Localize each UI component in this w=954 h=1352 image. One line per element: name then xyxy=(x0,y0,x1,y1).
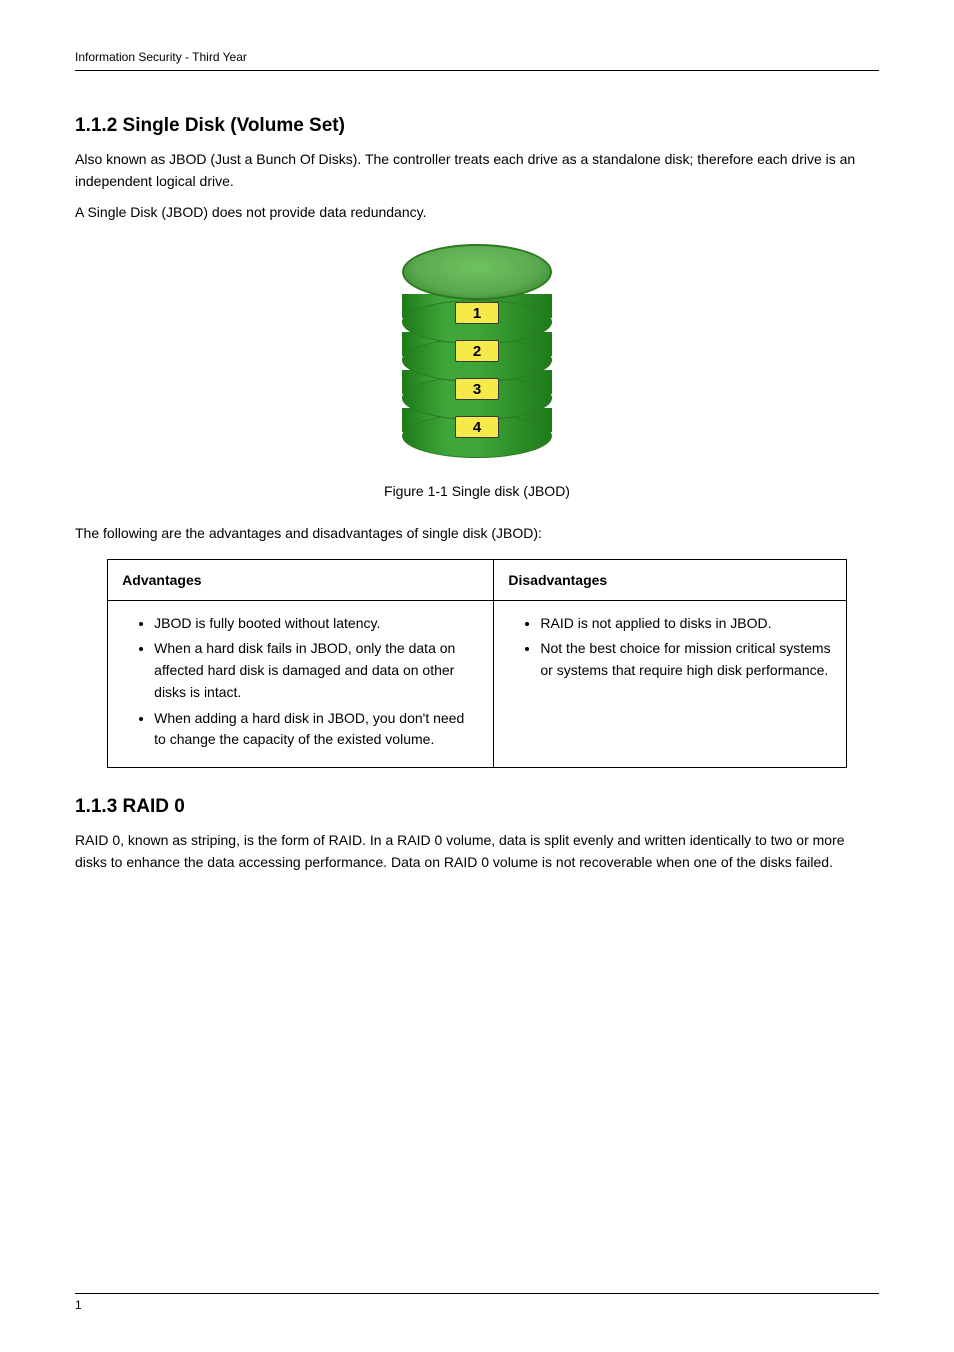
advantage-item: When a hard disk fails in JBOD, only the… xyxy=(154,638,479,703)
advantages-cell: JBOD is fully booted without latency. Whe… xyxy=(108,600,494,767)
disk-top-cap xyxy=(402,244,552,300)
table-row: JBOD is fully booted without latency. Whe… xyxy=(108,600,847,767)
header-divider xyxy=(75,70,879,71)
page-number: 1 xyxy=(75,1298,82,1312)
disadvantage-item: RAID is not applied to disks in JBOD. xyxy=(540,613,831,635)
table-head-disadvantages: Disadvantages xyxy=(494,559,846,600)
disadvantages-cell: RAID is not applied to disks in JBOD. Not… xyxy=(494,600,846,767)
disk-number-label: 4 xyxy=(455,416,499,438)
jbod-para-2: A Single Disk (JBOD) does not provide da… xyxy=(75,202,879,224)
table-head-advantages: Advantages xyxy=(108,559,494,600)
page-content: 1.1.2 Single Disk (Volume Set) Also know… xyxy=(75,101,879,1283)
advantage-item: JBOD is fully booted without latency. xyxy=(154,613,479,635)
raid0-para: RAID 0, known as striping, is the form o… xyxy=(75,830,879,873)
pros-cons-table: Advantages Disadvantages JBOD is fully b… xyxy=(107,559,847,768)
disk-number-label: 2 xyxy=(455,340,499,362)
pros-cons-intro: The following are the advantages and dis… xyxy=(75,523,879,545)
section-heading-jbod: 1.1.2 Single Disk (Volume Set) xyxy=(75,115,879,137)
disk-number-label: 3 xyxy=(455,378,499,400)
figure-caption: Figure 1-1 Single disk (JBOD) xyxy=(75,483,879,499)
disadvantage-item: Not the best choice for mission critical… xyxy=(540,638,831,681)
jbod-para-1: Also known as JBOD (Just a Bunch Of Disk… xyxy=(75,149,879,192)
advantage-item: When adding a hard disk in JBOD, you don… xyxy=(154,708,479,751)
disk-number-label: 1 xyxy=(455,302,499,324)
jbod-figure: 1 2 3 4 xyxy=(75,244,879,469)
header-left: Information Security - Third Year xyxy=(75,50,247,64)
disk-stack-diagram: 1 2 3 4 xyxy=(402,244,552,464)
section-heading-raid0: 1.1.3 RAID 0 xyxy=(75,796,879,818)
